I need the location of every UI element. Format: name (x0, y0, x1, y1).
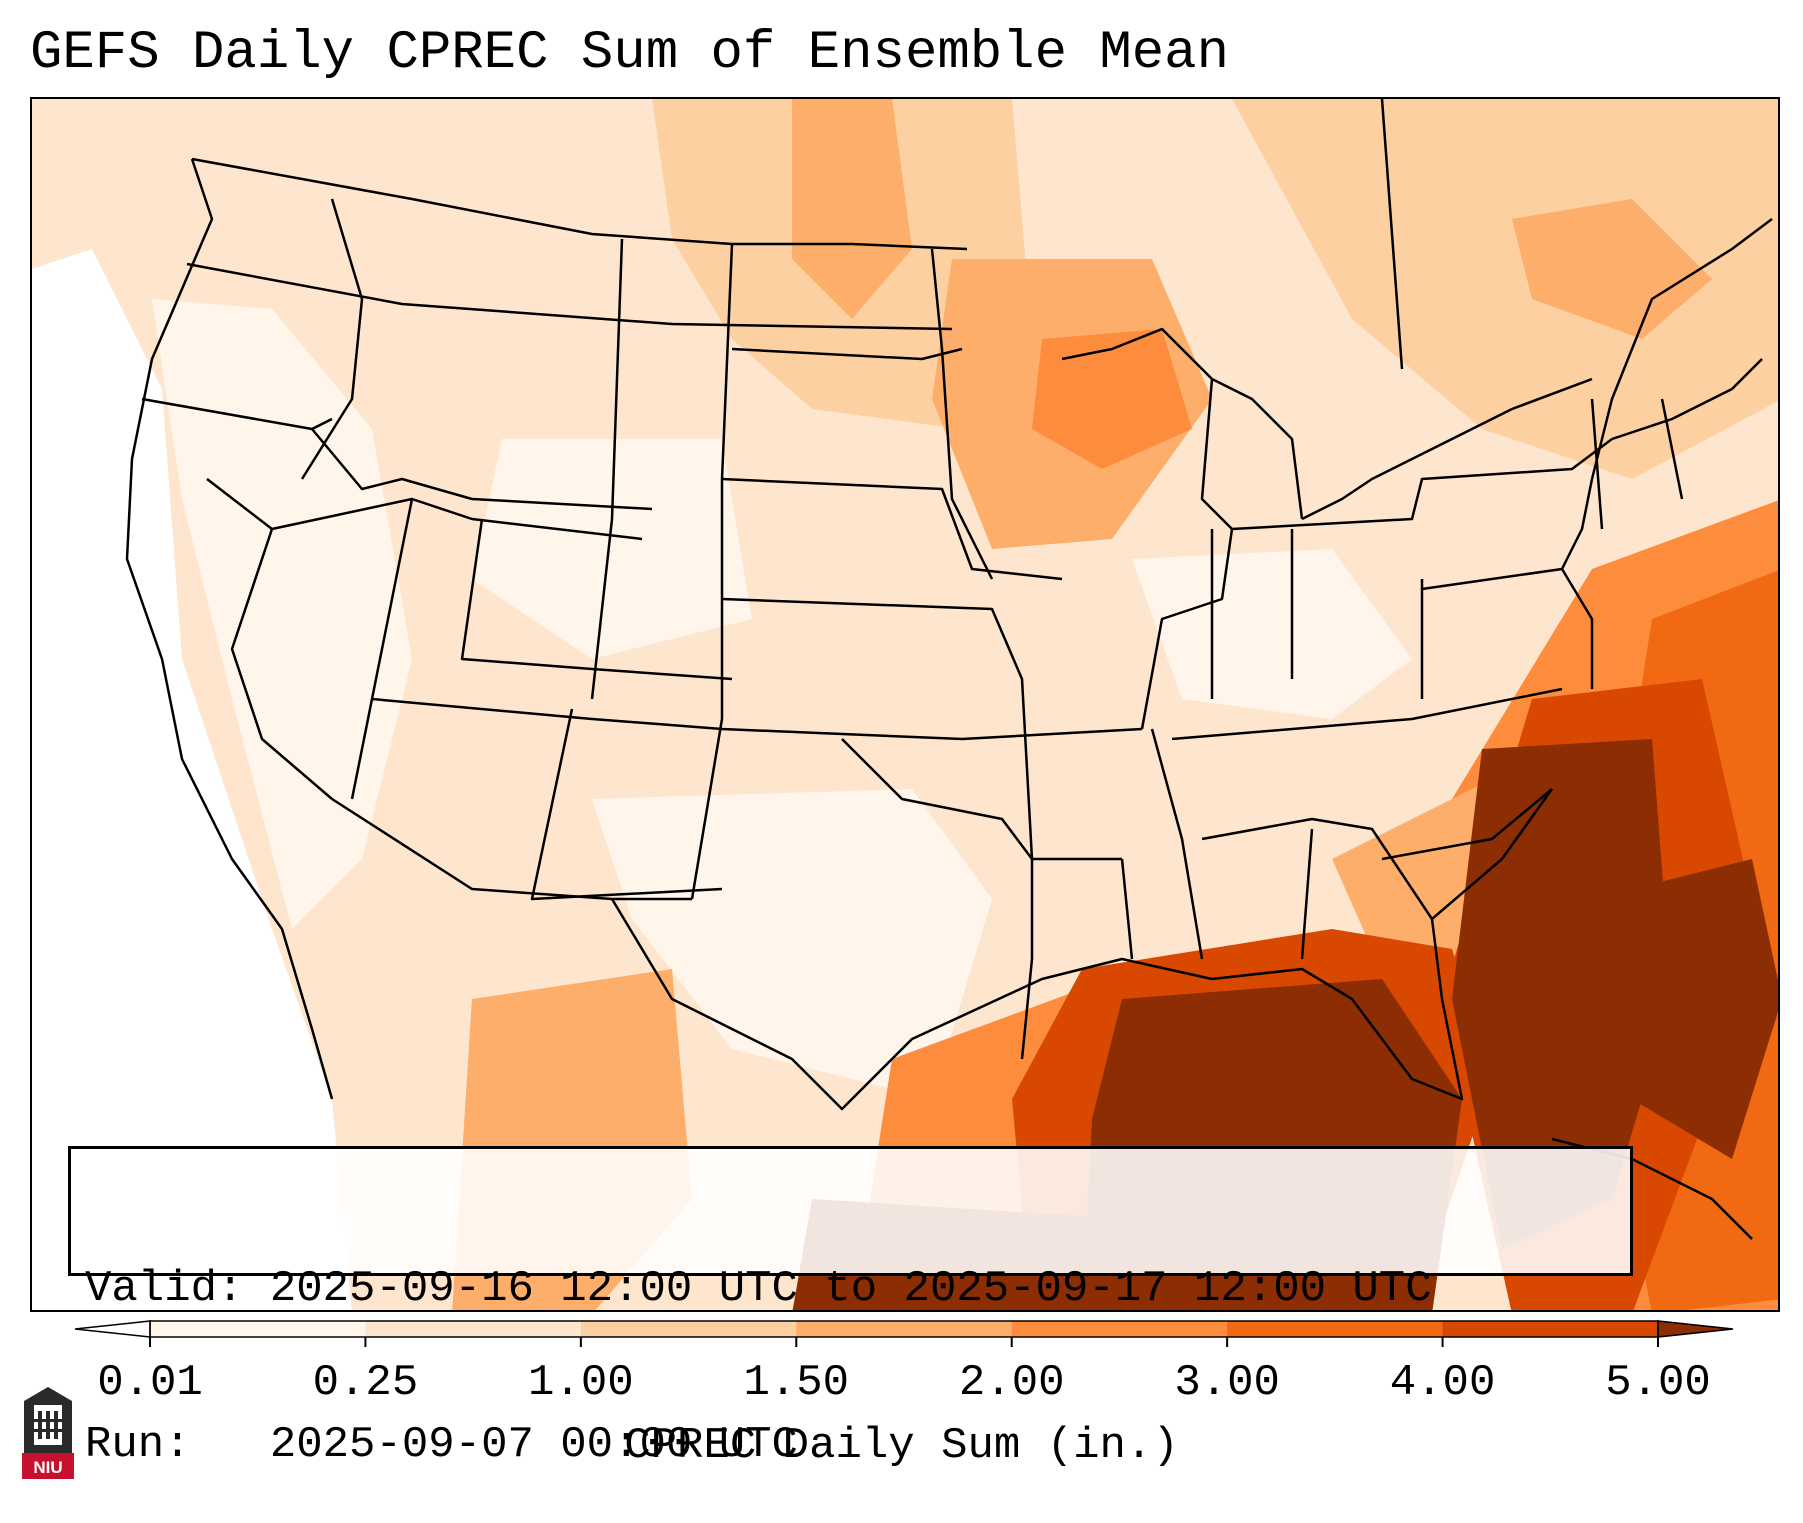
precip-shading (32, 99, 1778, 1310)
colorbar-under-arrow (74, 1320, 151, 1338)
colorbar-over-arrow (1657, 1320, 1734, 1338)
colorbar-tick-label: 1.00 (528, 1358, 634, 1408)
colorbar-segment (150, 1321, 366, 1337)
colorbar-tick-label: 4.00 (1389, 1358, 1496, 1408)
map-canvas (32, 99, 1778, 1310)
colorbar-segment (1227, 1321, 1444, 1337)
state-boundaries (125, 99, 1773, 1240)
colorbar-outline (149, 1320, 1659, 1338)
colorbar-tick-label: 5.00 (1605, 1358, 1711, 1408)
colorbar-tick-label: 0.25 (312, 1358, 419, 1408)
precip-map (30, 97, 1780, 1312)
colorbar-segment (1011, 1321, 1228, 1337)
colorbar-segments (150, 1321, 1659, 1337)
valid-time-text: Valid: 2025-09-16 12:00 UTC to 2025-09-1… (85, 1264, 1432, 1314)
niu-logo-text: NIU (33, 1458, 62, 1477)
colorbar-ticks (149, 1337, 1659, 1347)
colorbar-segment (1442, 1321, 1659, 1337)
map-title: GEFS Daily CPREC Sum of Ensemble Mean (30, 23, 1229, 84)
niu-logo-icon: NIU (22, 1387, 74, 1479)
colorbar-tick-label: 3.00 (1174, 1358, 1280, 1408)
colorbar-tick-label: 2.00 (958, 1358, 1065, 1408)
colorbar-segment (796, 1321, 1013, 1337)
colorbar-segment (365, 1321, 582, 1337)
colorbar (74, 1320, 1734, 1347)
colorbar-label: CPREC Daily Sum (in.) (624, 1421, 1179, 1471)
run-time-text: Run: 2025-09-07 00:00 UTC (85, 1420, 798, 1470)
colorbar-segment (580, 1321, 797, 1337)
valid-run-box: Valid: 2025-09-16 12:00 UTC to 2025-09-1… (68, 1146, 1633, 1470)
colorbar-tick-label: 1.50 (743, 1358, 850, 1408)
colorbar-tick-label: 0.01 (97, 1358, 203, 1408)
